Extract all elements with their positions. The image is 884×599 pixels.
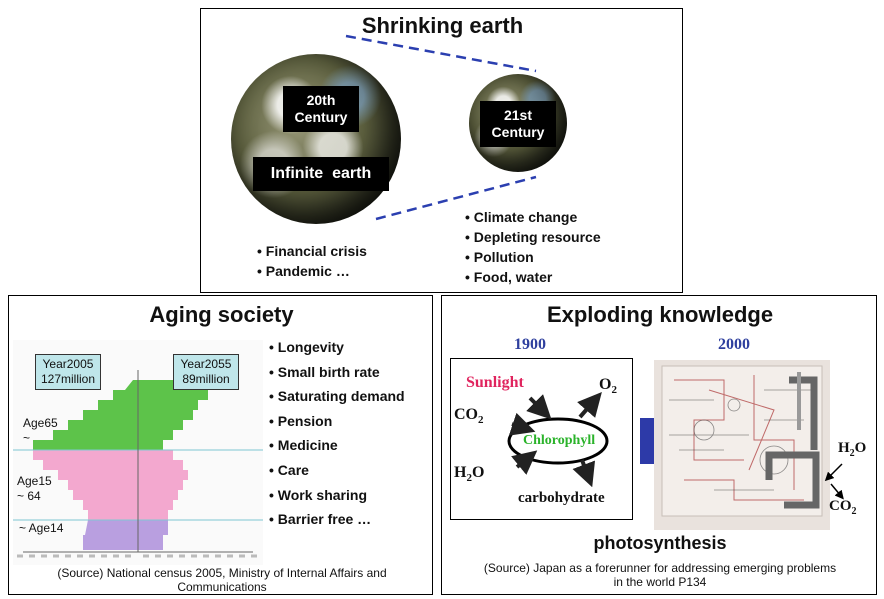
metabolic-map-image bbox=[654, 360, 830, 530]
label-infinite-earth-text: Infinite earth bbox=[270, 165, 372, 183]
map-h2o-suffix: O bbox=[854, 440, 867, 456]
h2o-prefix: H bbox=[454, 464, 467, 481]
chlorophyll-label: Chlorophyll bbox=[523, 433, 596, 448]
h2o-label: H2O bbox=[454, 464, 484, 484]
earth-20th-century bbox=[231, 54, 401, 224]
age-15-line2: ~ 64 bbox=[17, 489, 41, 503]
carbohydrate-label: carbohydrate bbox=[518, 490, 605, 506]
photosynthesis-arrows bbox=[507, 391, 683, 488]
age-65-label: Age65 ~ bbox=[23, 416, 58, 446]
map-h2o-prefix: H bbox=[838, 440, 850, 456]
bullet-item: Pandemic … bbox=[257, 261, 367, 281]
aging-society-title: Aging society bbox=[149, 302, 294, 327]
shrinking-earth-panel: Shrinking earth 20th Century 21st Centur… bbox=[200, 8, 683, 293]
map-co2-text: CO bbox=[829, 498, 852, 514]
label-20th-century-text: 20th Century bbox=[294, 92, 348, 125]
bullet-item: Pollution bbox=[465, 247, 601, 267]
knowledge-source: (Source) Japan as a forerunner for addre… bbox=[483, 561, 837, 589]
label-21st-century: 21st Century bbox=[480, 101, 556, 147]
earth-left-bullets: Financial crisis Pandemic … bbox=[257, 241, 367, 281]
metabolic-map-arrows bbox=[824, 463, 844, 500]
co2-text: CO bbox=[454, 406, 478, 423]
h2o-suffix: O bbox=[471, 464, 485, 481]
bullet-item: Food, water bbox=[465, 267, 601, 287]
bullet-item: Pension bbox=[269, 409, 405, 434]
year-2005-population: 127million bbox=[40, 372, 96, 386]
label-infinite-earth: Infinite earth bbox=[253, 157, 389, 191]
photosynthesis-caption: photosynthesis bbox=[593, 533, 727, 553]
year-2000-label: 2000 bbox=[718, 336, 750, 353]
year-2055-population: 89million bbox=[182, 372, 230, 386]
bullet-item: Medicine bbox=[269, 433, 405, 458]
bullet-item: Barrier free … bbox=[269, 507, 405, 532]
map-co2-label: CO2 bbox=[829, 498, 857, 517]
earth-connector-lines bbox=[345, 34, 537, 221]
year-2005-box: Year2005 127million bbox=[35, 354, 101, 390]
map-co2-subscript: 2 bbox=[851, 506, 857, 517]
map-h2o-subscript: 2 bbox=[849, 448, 855, 459]
bullet-item: Financial crisis bbox=[257, 241, 367, 261]
year-2055-box: Year2055 89million bbox=[173, 354, 239, 390]
year-2005-label: Year2005 bbox=[42, 357, 94, 371]
o2-subscript: 2 bbox=[611, 384, 617, 397]
aging-society-panel: Aging society Year2005 127million Year20… bbox=[8, 295, 433, 595]
sunlight-label: Sunlight bbox=[466, 374, 524, 391]
aging-source: (Source) National census 2005, Ministry … bbox=[57, 566, 387, 594]
label-21st-century-text: 21st Century bbox=[491, 107, 545, 140]
h2o-subscript: 2 bbox=[466, 472, 472, 485]
bullet-item: Work sharing bbox=[269, 483, 405, 508]
map-h2o-label: H2O bbox=[838, 440, 866, 459]
bullet-item: Depleting resource bbox=[465, 227, 601, 247]
bullet-item: Longevity bbox=[269, 335, 405, 360]
bullet-item: Small birth rate bbox=[269, 360, 405, 385]
o2-text: O bbox=[599, 376, 612, 393]
year-1900-label: 1900 bbox=[514, 336, 546, 353]
age-14-label: ~ Age14 bbox=[19, 521, 63, 536]
o2-label: O2 bbox=[599, 376, 617, 396]
age-65-line2: ~ bbox=[23, 431, 31, 445]
age-14-line1: ~ Age14 bbox=[19, 521, 64, 535]
exploding-knowledge-panel: Exploding knowledge 1900 2000 Sunlight O… bbox=[441, 295, 877, 595]
age-15-line1: Age15 bbox=[17, 474, 52, 488]
age-15-64-label: Age15 ~ 64 bbox=[17, 474, 52, 504]
bullet-item: Climate change bbox=[465, 207, 601, 227]
co2-subscript: 2 bbox=[478, 414, 484, 427]
co2-label: CO2 bbox=[454, 406, 484, 426]
exploding-knowledge-title: Exploding knowledge bbox=[546, 302, 774, 327]
shrinking-earth-title: Shrinking earth bbox=[361, 13, 524, 38]
earth-right-bullets: Climate change Depleting resource Pollut… bbox=[465, 207, 601, 287]
age-65-line1: Age65 bbox=[23, 416, 58, 430]
bullet-item: Care bbox=[269, 458, 405, 483]
year-2055-label: Year2055 bbox=[180, 357, 232, 371]
aging-bullets: Longevity Small birth rate Saturating de… bbox=[269, 335, 405, 532]
label-20th-century: 20th Century bbox=[283, 86, 359, 132]
bullet-item: Saturating demand bbox=[269, 384, 405, 409]
